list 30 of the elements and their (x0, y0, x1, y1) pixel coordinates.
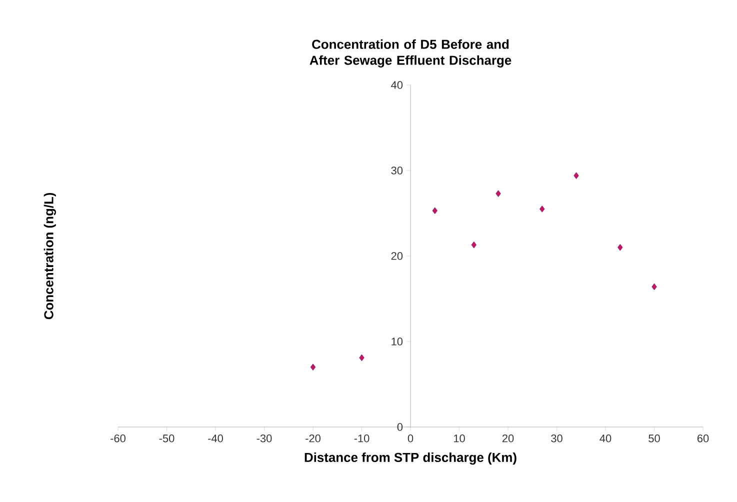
point (652, 283, 657, 290)
point (471, 241, 476, 248)
x-tick-label: 10 (454, 434, 465, 442)
y-tick-label: 10 (392, 338, 403, 346)
x-tick-label: 30 (551, 434, 562, 442)
x-tick-label: -30 (256, 434, 272, 442)
point (310, 364, 316, 371)
point (618, 244, 623, 251)
point (432, 207, 438, 214)
point (496, 190, 501, 197)
x-tick-label: 60 (697, 434, 709, 442)
x-tick-label: 0 (408, 434, 414, 442)
x-tick-label: -40 (208, 434, 223, 442)
x-tick-label: -20 (306, 434, 320, 442)
point (574, 172, 579, 180)
x-tick-label: 40 (600, 434, 612, 442)
x-tick-label: -10 (354, 434, 370, 442)
y-tick-label: 0 (397, 423, 403, 431)
point (359, 354, 364, 362)
x-tick-label: -50 (159, 434, 174, 442)
y-tick-label: 20 (391, 252, 403, 260)
point (540, 206, 545, 212)
x-tick-label: -60 (110, 434, 126, 442)
y-tick-label: 40 (391, 81, 403, 89)
x-tick-label: 20 (502, 434, 514, 442)
y-tick-label: 30 (391, 166, 403, 174)
y-axis-title: Concentration (ng/L) (44, 192, 56, 320)
x-axis-title: Distance from STP discharge (Km) (304, 452, 516, 465)
x-tick-label: 50 (648, 434, 660, 442)
chart-title: Concentration of D5 Before and After Sewage Effluent Discharge (310, 39, 512, 68)
